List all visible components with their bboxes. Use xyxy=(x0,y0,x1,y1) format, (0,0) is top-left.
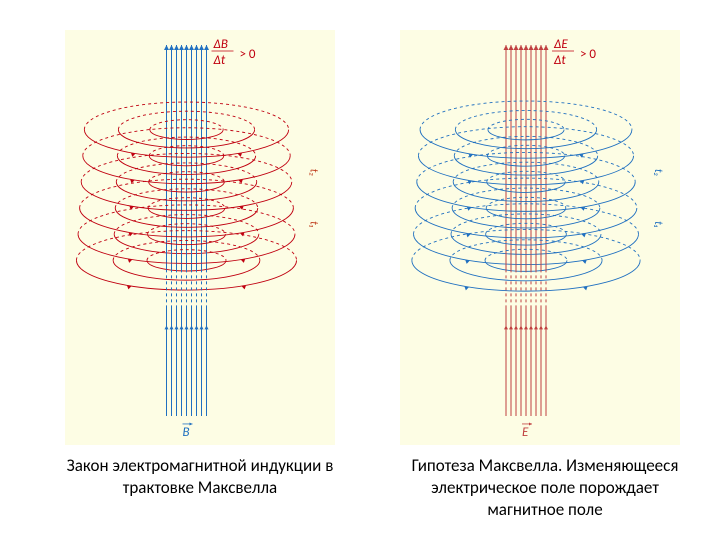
svg-text:t₂: t₂ xyxy=(308,169,321,176)
svg-text:Δt: Δt xyxy=(553,53,566,68)
diagram-svg: ΔBΔt > 0 t₂ t₁ B xyxy=(65,30,335,445)
svg-text:t₁: t₁ xyxy=(308,221,321,228)
panel-caption: Гипотеза Максвелла. Изменяющееся электри… xyxy=(395,455,695,521)
svg-text:B: B xyxy=(183,425,190,440)
diagram-panel: ΔEΔt > 0 t₂ t₁ E xyxy=(400,30,680,445)
svg-text:ΔB: ΔB xyxy=(213,37,228,52)
svg-text:ΔE: ΔE xyxy=(553,37,568,52)
svg-text:t₁: t₁ xyxy=(652,221,665,228)
diagram-panel: ΔBΔt > 0 t₂ t₁ B xyxy=(65,30,335,445)
diagram-svg: ΔEΔt > 0 t₂ t₁ E xyxy=(400,30,680,445)
svg-text:t₂: t₂ xyxy=(652,169,665,176)
svg-text:> 0: > 0 xyxy=(240,47,256,62)
svg-text:E: E xyxy=(522,425,529,440)
panel-caption: Закон электромагнитной индукции в тракто… xyxy=(60,455,340,499)
svg-text:> 0: > 0 xyxy=(580,47,596,62)
svg-text:Δt: Δt xyxy=(213,53,226,68)
